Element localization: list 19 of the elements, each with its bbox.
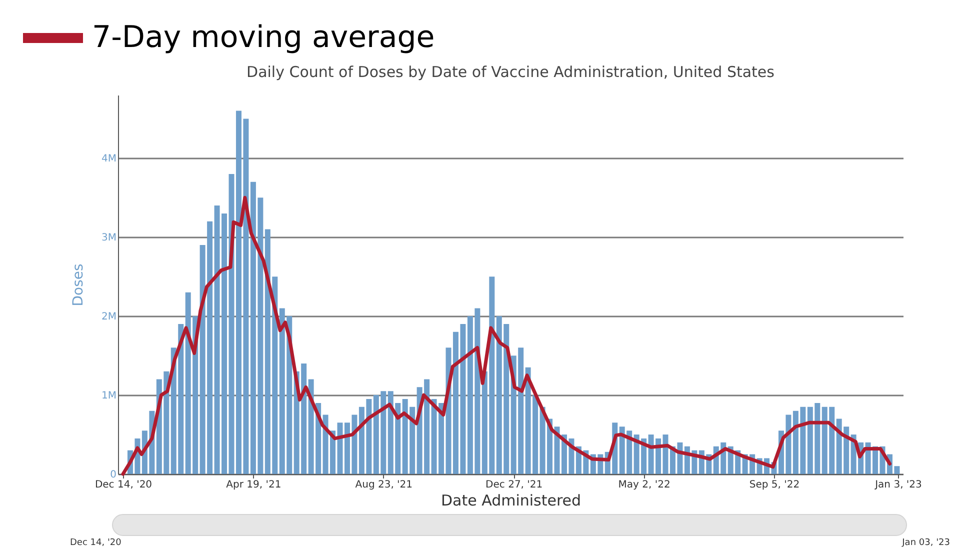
x-tick-label: Dec 27, '21 [486,480,543,490]
y-tick-label: 3M [102,232,116,244]
y-tick-label: 0 [110,470,116,480]
y-tick-label: 4M [102,154,116,165]
x-tick-label: Sep 5, '22 [749,480,800,490]
x-tick-label: May 2, '22 [618,480,670,490]
x-tick-label: Aug 23, '21 [355,480,413,490]
line-series [121,196,892,476]
x-tick-label: Dec 14, '20 [94,480,152,490]
x-axis-title: Date Administered [440,492,582,510]
text: Dec 14, '20 [70,538,122,548]
x-tick-label: Jan 3, '23 [874,480,922,490]
legend-label: 7-Day moving average [92,20,435,55]
y-tick-label: 1M [102,390,116,402]
chart-title: Daily Count of Doses by Date of Vaccine Administration, United States [246,63,776,81]
y-axis-title: Doses [70,264,87,306]
x-tick-label: Apr 19, '21 [226,480,282,490]
text: Jan 03, '23 [902,538,950,548]
y-tick-label: 2M [102,312,116,323]
